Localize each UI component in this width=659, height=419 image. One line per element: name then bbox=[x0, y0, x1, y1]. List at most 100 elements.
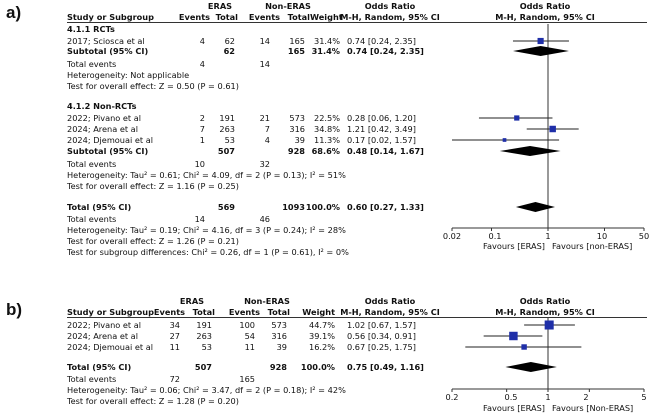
study-ci: 0.74 [0.24, 2.35] bbox=[347, 36, 416, 46]
study-weight: 34.8% bbox=[313, 124, 340, 134]
total-events-label: Total events bbox=[67, 159, 117, 169]
overall-effect-text: Test for overall effect: Z = 1.28 (P = 0… bbox=[67, 396, 239, 406]
study-e1: 11 bbox=[169, 342, 180, 352]
study-n2: 316 bbox=[271, 331, 287, 341]
axis-tick-label: 1 bbox=[545, 392, 551, 402]
heterogeneity-text: Heterogeneity: Tau² = 0.19; Chi² = 4.16,… bbox=[67, 225, 346, 235]
study-e2: 54 bbox=[244, 331, 255, 341]
header-weight: Weight bbox=[302, 307, 335, 317]
total-n2: 928 bbox=[269, 362, 287, 372]
subtotal-ci: 0.74 [0.24, 2.35] bbox=[347, 46, 424, 56]
pooled-diamond bbox=[515, 202, 555, 212]
study-e2: 21 bbox=[259, 113, 270, 123]
study-n2: 165 bbox=[289, 36, 305, 46]
total-n1: 507 bbox=[194, 362, 212, 372]
pooled-diamond bbox=[499, 146, 561, 156]
study-ci: 0.56 [0.34, 0.91] bbox=[347, 331, 416, 341]
axis-tick-label: 50 bbox=[638, 231, 650, 241]
axis-tick-label: 2 bbox=[583, 392, 589, 402]
panel-a-label: a) bbox=[6, 3, 22, 22]
subtotal-n2: 165 bbox=[287, 46, 305, 56]
heterogeneity-text: Heterogeneity: Tau² = 0.61; Chi² = 4.09,… bbox=[67, 170, 346, 180]
study-name: 2024; Djemouai et al bbox=[67, 135, 154, 145]
total-weight: 100.0% bbox=[300, 362, 335, 372]
total-events-e2: 14 bbox=[259, 59, 270, 69]
study-e2: 100 bbox=[239, 320, 255, 330]
study-e1: 2 bbox=[199, 113, 205, 123]
header-non-eras: Non-ERAS bbox=[265, 1, 311, 11]
axis-tick-label: 0.02 bbox=[442, 231, 462, 241]
study-weight: 16.2% bbox=[308, 342, 335, 352]
subtotal-weight: 31.4% bbox=[311, 46, 340, 56]
study-n1: 191 bbox=[219, 113, 235, 123]
subtotal-label: Subtotal (95% CI) bbox=[67, 46, 149, 56]
heterogeneity-text: Heterogeneity: Not applicable bbox=[67, 70, 190, 80]
total-ci: 0.60 [0.27, 1.33] bbox=[347, 202, 424, 212]
study-weight: 31.4% bbox=[313, 36, 340, 46]
study-ci: 0.28 [0.06, 1.20] bbox=[347, 113, 416, 123]
total-events-e2: 32 bbox=[259, 159, 270, 169]
study-name: 2022; Pivano et al bbox=[67, 320, 142, 330]
total-events-e2: 46 bbox=[259, 214, 270, 224]
study-n1: 53 bbox=[224, 135, 235, 145]
total-events-e1: 10 bbox=[194, 159, 205, 169]
overall-effect-text: Test for overall effect: Z = 1.26 (P = 0… bbox=[67, 236, 239, 246]
study-name: 2024; Arena et al bbox=[67, 124, 138, 134]
study-n2: 573 bbox=[289, 113, 305, 123]
total-events-e1: 4 bbox=[199, 59, 205, 69]
header-total-1: Total bbox=[192, 307, 215, 317]
favours-right-label: Favours [Non-ERAS] bbox=[552, 403, 634, 413]
header-or-sub-plot: M-H, Random, 95% CI bbox=[495, 12, 595, 22]
total-n1: 569 bbox=[217, 202, 235, 212]
study-n2: 573 bbox=[271, 320, 287, 330]
total-events-e2: 165 bbox=[239, 374, 255, 384]
study-ci: 1.02 [0.67, 1.57] bbox=[347, 320, 416, 330]
study-ci: 0.67 [0.25, 1.75] bbox=[347, 342, 416, 352]
study-ci: 0.17 [0.02, 1.57] bbox=[347, 135, 416, 145]
study-n1: 53 bbox=[201, 342, 212, 352]
header-eras: ERAS bbox=[179, 296, 205, 306]
header-or-title: Odds Ratio bbox=[364, 296, 416, 306]
study-n2: 39 bbox=[276, 342, 287, 352]
axis-tick-label: 0.1 bbox=[488, 231, 502, 241]
header-study: Study or Subgroup bbox=[67, 307, 155, 317]
study-e2: 7 bbox=[264, 124, 270, 134]
subtotal-ci: 0.48 [0.14, 1.67] bbox=[347, 146, 424, 156]
header-or-sub: M-H, Random, 95% CI bbox=[340, 307, 440, 317]
favours-left-label: Favours [ERAS] bbox=[483, 403, 545, 413]
header-rule bbox=[67, 317, 647, 318]
pooled-diamond bbox=[505, 362, 557, 372]
favours-right-label: Favours [non-ERAS] bbox=[552, 241, 633, 251]
study-n2: 39 bbox=[294, 135, 305, 145]
study-name: 2024; Arena et al bbox=[67, 331, 138, 341]
study-e1: 4 bbox=[199, 36, 205, 46]
study-e2: 4 bbox=[264, 135, 270, 145]
total-label: Total (95% CI) bbox=[67, 202, 132, 212]
pooled-diamond bbox=[512, 46, 569, 56]
subtotal-n2: 928 bbox=[287, 146, 305, 156]
study-name: 2022; Pivano et al bbox=[67, 113, 142, 123]
overall-effect-text: Test for overall effect: Z = 1.16 (P = 0… bbox=[67, 181, 239, 191]
header-or-title-plot: Odds Ratio bbox=[519, 296, 571, 306]
total-events-label: Total events bbox=[67, 59, 117, 69]
total-events-label: Total events bbox=[67, 214, 117, 224]
study-name: 2017; Sciosca et al bbox=[67, 36, 145, 46]
axis-tick-label: 1 bbox=[545, 231, 551, 241]
study-e2: 14 bbox=[259, 36, 270, 46]
study-n1: 62 bbox=[224, 36, 235, 46]
panel-b-label: b) bbox=[6, 300, 23, 319]
study-point bbox=[521, 344, 527, 350]
study-n1: 263 bbox=[219, 124, 235, 134]
subgroup-title-non-rcts: 4.1.2 Non-RCTs bbox=[67, 101, 137, 111]
axis-tick-label: 5 bbox=[641, 392, 647, 402]
header-or-sub: M-H, Random, 95% CI bbox=[340, 12, 440, 22]
header-or-sub-plot: M-H, Random, 95% CI bbox=[495, 307, 595, 317]
header-events-2: Events bbox=[248, 12, 280, 22]
total-n2: 1093 bbox=[282, 202, 305, 212]
header-total-1: Total bbox=[215, 12, 238, 22]
total-ci: 0.75 [0.49, 1.16] bbox=[347, 362, 424, 372]
study-point bbox=[544, 320, 554, 330]
header-weight: Weight bbox=[310, 12, 343, 22]
header-events-2: Events bbox=[228, 307, 260, 317]
study-point bbox=[514, 115, 520, 121]
